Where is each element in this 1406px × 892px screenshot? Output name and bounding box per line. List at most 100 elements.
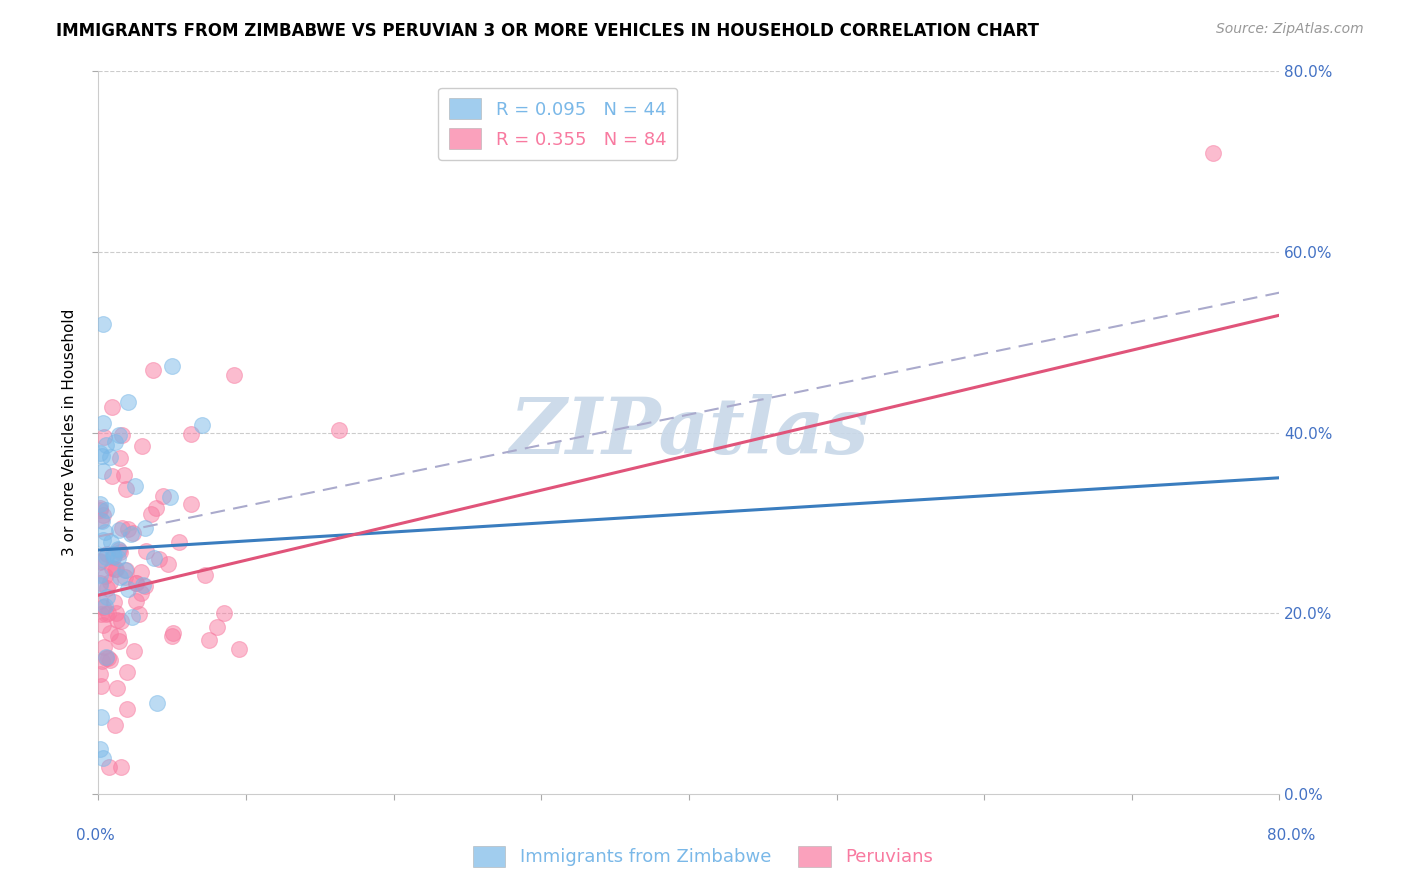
Point [108,634,131,648]
Point [100,469,122,483]
Point [107,629,129,643]
Point [104,606,127,620]
Point [104,718,127,732]
Point [104,434,127,449]
Point [152,489,174,503]
Point [114,570,136,584]
Point [89,497,111,511]
Text: 0.0%: 0.0% [76,828,115,843]
Text: ZIPatlas: ZIPatlas [509,394,869,471]
Point [89,555,111,569]
Point [96,547,118,561]
Point [128,607,150,622]
Point [146,696,169,710]
Point [89,446,111,460]
Point [91,514,114,528]
Point [89,578,111,592]
Point [91,533,114,547]
Point [98,575,121,590]
Point [125,575,148,590]
Point [112,468,135,483]
Point [125,576,148,591]
Point [110,570,132,584]
Point [110,614,132,628]
Point [142,363,165,377]
Point [134,521,156,535]
Point [160,359,183,374]
Point [89,741,111,756]
Point [101,401,124,415]
Point [91,416,114,430]
Point [148,551,170,566]
Point [110,450,132,465]
Point [222,368,245,383]
Point [107,551,129,566]
Point [103,595,125,609]
Point [212,607,235,621]
Point [132,578,155,592]
Point [94,524,117,539]
Point [103,549,125,563]
Point [134,579,156,593]
Point [98,653,121,667]
Point [115,482,138,496]
Point [94,651,117,665]
Point [91,508,114,523]
Point [98,450,121,465]
Point [121,610,143,624]
Point [135,544,157,558]
Point [108,545,131,559]
Point [107,613,129,627]
Point [94,569,117,583]
Point [108,523,131,537]
Point [89,575,111,590]
Point [107,541,129,556]
Point [111,428,134,442]
Point [191,417,214,432]
Point [101,560,124,574]
Point [117,582,139,596]
Point [141,507,163,521]
Point [93,430,115,444]
Point [89,594,111,608]
Point [180,497,202,511]
Point [180,427,202,442]
Point [117,523,139,537]
Point [110,521,132,535]
Point [114,563,136,577]
Point [104,562,127,576]
Point [100,534,122,549]
Legend: Immigrants from Zimbabwe, Peruvians: Immigrants from Zimbabwe, Peruvians [465,838,941,874]
Point [98,760,121,774]
Point [89,554,111,568]
Point [159,490,181,504]
Point [1202,145,1225,160]
Point [94,649,117,664]
Point [121,526,143,541]
Point [90,710,112,724]
Point [89,501,111,516]
Point [93,464,115,478]
Point [96,590,118,604]
Point [96,607,118,622]
Point [91,654,114,668]
Point [90,607,112,622]
Point [93,640,115,654]
Point [94,438,117,452]
Point [90,513,112,527]
Point [115,665,138,679]
Point [198,633,221,648]
Point [162,629,183,643]
Point [96,581,118,595]
Point [103,547,125,561]
Point [91,600,114,615]
Point [125,594,148,608]
Point [194,568,217,582]
Legend: R = 0.095   N = 44, R = 0.355   N = 84: R = 0.095 N = 44, R = 0.355 N = 84 [439,87,678,160]
Point [129,586,152,600]
Point [328,424,350,438]
Text: IMMIGRANTS FROM ZIMBABWE VS PERUVIAN 3 OR MORE VEHICLES IN HOUSEHOLD CORRELATION: IMMIGRANTS FROM ZIMBABWE VS PERUVIAN 3 O… [56,22,1039,40]
Point [162,625,184,640]
Point [124,479,146,493]
Point [124,644,146,658]
